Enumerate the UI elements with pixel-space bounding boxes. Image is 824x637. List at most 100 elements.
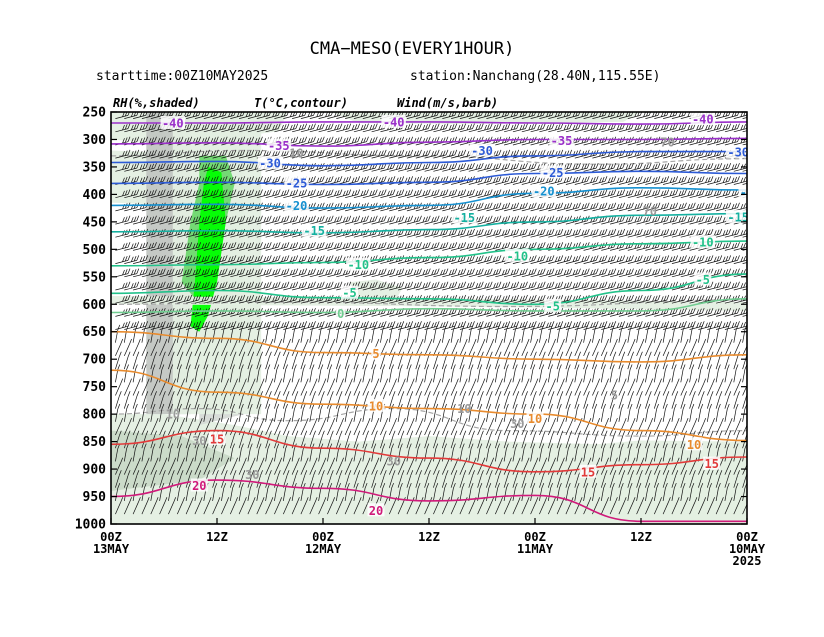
wind-barb <box>335 391 343 409</box>
wind-barb <box>159 324 165 343</box>
wind-barb <box>327 324 333 343</box>
wind-barb <box>186 162 202 172</box>
wind-barb <box>221 268 237 278</box>
wind-barb <box>256 215 272 225</box>
wind-barb <box>362 281 378 291</box>
wind-barb <box>115 391 122 409</box>
temperature-label: -5 <box>342 286 356 300</box>
wind-barb <box>327 215 343 225</box>
wind-barb <box>132 351 140 370</box>
wind-barb <box>309 364 315 383</box>
wind-barb <box>212 403 218 422</box>
wind-barb <box>123 470 131 488</box>
wind-barb <box>362 430 369 449</box>
wind-barb <box>221 378 230 396</box>
wind-barb <box>176 391 184 409</box>
wind-barb <box>336 136 352 146</box>
wind-barb <box>335 324 341 343</box>
wind-barb <box>150 457 159 475</box>
wind-barb <box>185 482 191 501</box>
wind-barb <box>292 149 308 159</box>
wind-barb <box>362 470 369 488</box>
wind-barb <box>150 403 156 422</box>
wind-barb <box>291 378 300 396</box>
wind-barb <box>247 281 263 291</box>
wind-barb <box>344 497 353 515</box>
wind-barb <box>150 338 159 357</box>
y-tick-label: 500 <box>83 243 107 258</box>
temperature-label: 15 <box>210 432 224 446</box>
wind-barb <box>247 351 255 370</box>
wind-barb <box>309 430 316 449</box>
wind-barb <box>238 324 244 343</box>
wind-barb <box>203 338 212 357</box>
wind-barb <box>336 123 352 133</box>
wind-barb <box>371 242 387 251</box>
wind-barb <box>185 364 191 383</box>
wind-barb <box>229 403 235 422</box>
wind-barb <box>176 338 185 357</box>
wind-barb <box>194 123 210 133</box>
wind-barb <box>300 242 316 251</box>
wind-barb <box>318 149 334 159</box>
wind-barb <box>256 255 272 264</box>
wind-barb <box>168 364 174 383</box>
wind-barb <box>141 324 147 343</box>
wind-barb <box>185 391 193 409</box>
wind-barb <box>230 189 246 199</box>
wind-barb <box>159 457 168 475</box>
wind-barb <box>362 242 378 251</box>
wind-barb <box>159 242 175 251</box>
wind-barb <box>150 470 157 488</box>
wind-barb <box>185 338 194 357</box>
wind-barb <box>132 443 138 462</box>
wind-barb <box>124 281 140 291</box>
wind-barb <box>115 378 124 396</box>
wind-barb <box>353 136 369 146</box>
wind-barb <box>335 364 341 383</box>
wind-barb <box>274 497 283 515</box>
wind-barb <box>300 457 309 475</box>
wind-barb <box>124 149 140 159</box>
wind-barb <box>344 457 353 475</box>
wind-barb <box>194 403 200 422</box>
wind-barb <box>168 391 175 409</box>
wind-barb <box>344 378 353 396</box>
wind-barb <box>185 351 193 370</box>
temperature-label: -5 <box>696 273 710 287</box>
wind-barb <box>150 281 166 291</box>
wind-barb <box>256 281 272 291</box>
wind-barb <box>256 294 272 304</box>
wind-barb <box>344 338 353 357</box>
wind-barb <box>133 215 149 225</box>
wind-barb <box>327 136 343 146</box>
wind-barb <box>353 338 362 357</box>
wind-barb <box>318 215 334 225</box>
wind-barb <box>318 430 325 449</box>
wind-barb <box>318 268 334 278</box>
wind-barb <box>327 364 333 383</box>
wind-barb <box>176 470 184 488</box>
wind-barb <box>274 281 290 291</box>
wind-barb <box>150 324 156 343</box>
starttime-label: starttime:00Z10MAY2025 <box>96 69 268 84</box>
temperature-label: 10 <box>528 412 542 426</box>
wind-barb <box>132 430 140 449</box>
wind-barb <box>292 321 308 330</box>
wind-barb <box>159 149 175 159</box>
wind-barb <box>159 321 175 330</box>
temperature-label: -15 <box>453 211 475 225</box>
wind-barb <box>212 162 228 172</box>
wind-barb <box>247 242 263 251</box>
wind-barb <box>274 123 290 133</box>
wind-barb <box>309 470 316 488</box>
wind-barb <box>177 268 193 278</box>
wind-barb <box>247 364 253 383</box>
rh-region-lower-mid <box>111 430 235 491</box>
wind-barb <box>185 324 191 343</box>
temperature-label: -10 <box>692 236 714 250</box>
wind-barb <box>265 281 281 291</box>
wind-barb <box>194 149 210 159</box>
wind-barb <box>318 497 327 515</box>
wind-barb <box>177 281 193 291</box>
